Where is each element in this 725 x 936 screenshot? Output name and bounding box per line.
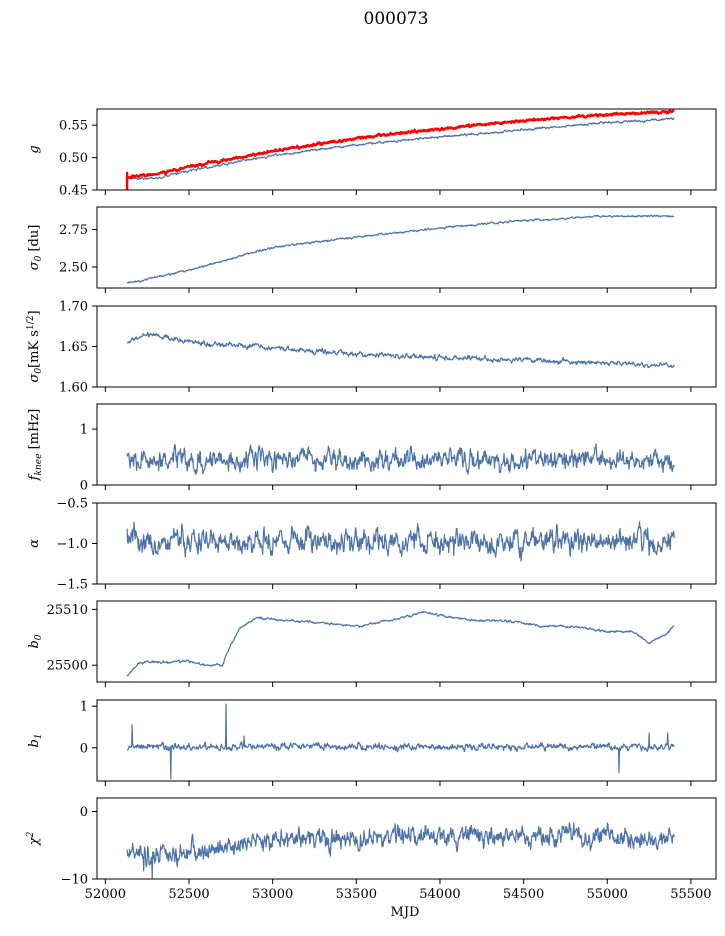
panel-2-series-1-line: [126, 214, 675, 284]
panel-4-frame: [96, 403, 717, 486]
panel-6-ytick-label: 25510: [47, 603, 88, 618]
panel-2-ytick-label: 2.50: [59, 261, 88, 276]
panel-7-ytick-label: 1: [80, 700, 88, 715]
panel-3-ytick-label: 1.60: [59, 381, 88, 396]
panel-2: 2.50 2.75 σ0 [du]: [27, 206, 717, 293]
xtick-label: 54000: [419, 887, 460, 902]
panel-4-ylabel: fknee [mHz]: [27, 409, 44, 482]
panel-3-series-1-line: [126, 331, 675, 369]
panel-5: −1.5 −1.0 −0.5 α: [27, 497, 717, 593]
xtick-label: 53000: [252, 887, 293, 902]
panel-3-frame: [96, 305, 717, 388]
panel-3: 1.60 1.65 1.70 σ0[mK s1/2]: [26, 300, 717, 396]
panel-6-series-1-line: [126, 611, 675, 677]
panel-3-ytick-label: 1.65: [59, 340, 88, 355]
panel-1-ytick-label: 0.45: [59, 184, 88, 199]
panel-5-series-1-line: [126, 521, 675, 562]
panel-7-ytick-label: 0: [80, 741, 88, 756]
panel-1-ytick-label: 0.55: [59, 119, 88, 134]
panel-8-series-1-line: [126, 822, 675, 879]
panel-2-frame: [96, 206, 717, 289]
panel-5-ylabel: α: [27, 539, 42, 548]
xtick-label: 52000: [85, 887, 126, 902]
panel-4-ytick-label: 0: [80, 479, 88, 494]
panel-8-ytick-label: 0: [80, 805, 88, 820]
panel-1-frame: [96, 108, 717, 191]
panel-7-series-1-line: [126, 703, 675, 780]
panel-5-ytick-label: −1.5: [56, 578, 88, 593]
panel-6-ylabel: b0: [27, 634, 44, 648]
panel-6-frame: [96, 600, 717, 683]
panel-6-ytick-label: 25500: [47, 659, 88, 674]
panel-1-series-2-line: [126, 109, 675, 180]
panel-6: 25500 25510 b0: [27, 600, 717, 687]
panel-1-series-1-line: [126, 117, 675, 180]
panel-1-ylabel: g: [27, 145, 42, 153]
xtick-label: 52500: [168, 887, 209, 902]
panel-1: 0.45 0.50 0.55 g: [27, 108, 717, 199]
panel-7-frame: [96, 699, 717, 782]
panel-2-ytick-label: 2.75: [59, 223, 88, 238]
xtick-label: 53500: [336, 887, 377, 902]
panel-3-ytick-label: 1.70: [59, 300, 88, 315]
xtick-label: 54500: [503, 887, 544, 902]
chart-title: 000073: [364, 9, 429, 29]
panel-8: −10 0 χ2: [26, 797, 717, 888]
panel-8-ytick-label: −10: [61, 873, 88, 888]
panel-4-series-1-line: [126, 443, 675, 476]
panel-7: 0 1 b1: [27, 699, 717, 786]
panel-2-ylabel: σ0 [du]: [27, 225, 44, 271]
xtick-label: 55000: [587, 887, 628, 902]
panel-3-ylabel: σ0[mK s1/2]: [26, 310, 44, 382]
xtick-label: 55500: [670, 887, 711, 902]
panel-8-ylabel: χ2: [26, 831, 42, 846]
panel-7-ylabel: b1: [27, 733, 44, 747]
panel-8-frame: [96, 797, 717, 880]
panel-1-ytick-label: 0.50: [59, 151, 88, 166]
panel-4-ytick-label: 1: [80, 423, 88, 438]
panel-5-ytick-label: −0.5: [56, 497, 88, 512]
panel-4: 0 1 fknee [mHz]: [27, 403, 717, 494]
x-axis-label: MJD: [391, 905, 420, 920]
panel-5-ytick-label: −1.0: [56, 537, 88, 552]
